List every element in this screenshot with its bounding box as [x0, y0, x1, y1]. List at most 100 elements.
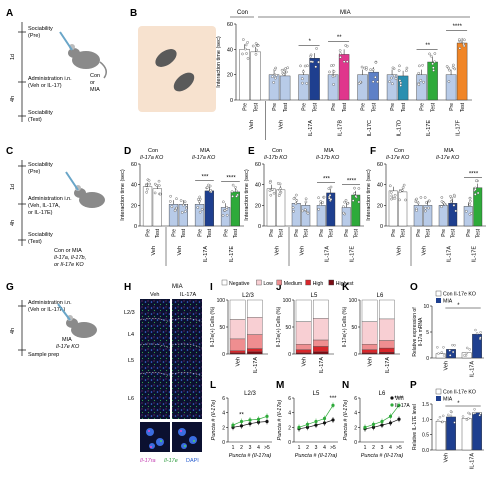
- category-label: IL-17A: [469, 453, 475, 470]
- category-label: Veh: [278, 120, 284, 129]
- category-label: IL-17A: [385, 357, 391, 374]
- chart-title: L2/3: [244, 391, 256, 397]
- stack-segment: [361, 344, 378, 350]
- stack-segment: [229, 319, 246, 340]
- data-point: [285, 70, 288, 74]
- data-point: [473, 408, 476, 411]
- series-label: Test: [279, 228, 285, 238]
- y-tick-label: 6: [354, 396, 357, 402]
- data-point: [449, 354, 452, 357]
- panel-letter-m: M: [276, 380, 284, 391]
- data-point: [433, 60, 436, 64]
- data-point: [301, 81, 304, 85]
- data-point: [436, 346, 439, 349]
- data-point: [468, 203, 472, 206]
- data-point: [418, 64, 421, 68]
- series-label: Test: [207, 228, 213, 238]
- legend-swatch: [256, 279, 262, 286]
- data-point: [416, 201, 420, 205]
- x-tick-label: 1: [298, 445, 301, 451]
- chart-title: L6: [377, 293, 384, 299]
- y-tick-label: 50: [219, 325, 225, 331]
- y-tick-label: 0: [230, 98, 233, 104]
- data-point: [235, 195, 238, 198]
- data-point: [169, 200, 172, 203]
- svg-text:DAPI: DAPI: [186, 458, 199, 464]
- series-label: Pre: [197, 229, 203, 237]
- data-point: [314, 423, 318, 427]
- data-point: [432, 69, 435, 72]
- svg-text:or: or: [90, 80, 95, 86]
- x-axis-label: Puncta # (Il-17ra): [295, 453, 338, 459]
- legend-label: High: [313, 281, 324, 287]
- chart-e: 0 20 40 60 Interaction time (sec) Pre Test Veh P…: [244, 162, 364, 266]
- category-label: IL-17D: [396, 120, 402, 137]
- data-point: [246, 57, 250, 60]
- data-point: [304, 200, 308, 204]
- y-tick-label: 0: [134, 224, 137, 230]
- category-label: IL-17A: [447, 246, 453, 263]
- bar: [368, 71, 379, 101]
- data-point: [159, 192, 162, 196]
- series-label: Pre: [145, 229, 151, 237]
- micrograph-veh: [140, 299, 170, 419]
- series-label: Pre: [171, 229, 177, 237]
- bar: [416, 74, 427, 101]
- x-axis-label: Puncta # (Il-17ra): [229, 453, 272, 459]
- y-tick-label: 1.0: [422, 417, 429, 423]
- stack-segment: [247, 334, 263, 349]
- y-tick-label: 0: [354, 352, 357, 358]
- bar: [204, 190, 215, 227]
- legend-swatch: [328, 279, 334, 286]
- data-point: [390, 76, 393, 80]
- data-point: [148, 182, 152, 186]
- data-point: [458, 47, 462, 50]
- y-tick-label: 40: [131, 183, 137, 189]
- significance-label: **: [425, 43, 430, 49]
- data-point: [279, 187, 282, 190]
- bar: [357, 74, 368, 101]
- zoom-il17a: [172, 422, 202, 452]
- data-point: [465, 418, 468, 421]
- data-point: [269, 193, 273, 197]
- data-point: [401, 186, 405, 189]
- data-point: [315, 47, 318, 50]
- y-tick-label: 20: [255, 203, 261, 209]
- category-label: IL-17E: [472, 246, 478, 263]
- timeline-1d: 1d: [10, 54, 16, 60]
- series-label: Pre: [466, 229, 472, 237]
- data-point: [231, 423, 235, 427]
- legend-label: Low: [263, 281, 273, 287]
- data-point: [424, 206, 427, 210]
- series-label: Test: [354, 228, 360, 238]
- series-label: Test: [460, 102, 466, 112]
- y-tick-label: 0: [222, 352, 225, 358]
- data-point: [208, 184, 212, 188]
- data-point: [271, 188, 275, 191]
- svg-text:or Il-17e KO: or Il-17e KO: [54, 262, 84, 268]
- svg-text:(Veh or IL-17): (Veh or IL-17): [28, 83, 62, 89]
- data-point: [452, 193, 456, 197]
- stack-segment: [229, 299, 246, 320]
- y-tick-label: 60: [255, 162, 261, 168]
- stack-segment: [247, 348, 263, 353]
- data-point: [322, 195, 326, 199]
- x-tick-label: 1: [232, 445, 235, 451]
- svg-text:Il-17a KO: Il-17a KO: [192, 155, 216, 161]
- data-point: [303, 208, 307, 211]
- data-point: [371, 422, 376, 426]
- svg-text:1d: 1d: [10, 184, 16, 190]
- svg-text:MIA: MIA: [200, 148, 210, 154]
- series-label: Pre: [301, 103, 307, 111]
- series-label: Pre: [449, 103, 455, 111]
- data-point: [254, 42, 258, 45]
- data-point: [331, 418, 335, 422]
- pipette-icon: [59, 31, 73, 51]
- data-point: [448, 349, 451, 352]
- stack-segment: [247, 351, 263, 355]
- panel-letter-c: C: [6, 146, 13, 157]
- data-point: [153, 182, 157, 186]
- data-point: [454, 209, 458, 213]
